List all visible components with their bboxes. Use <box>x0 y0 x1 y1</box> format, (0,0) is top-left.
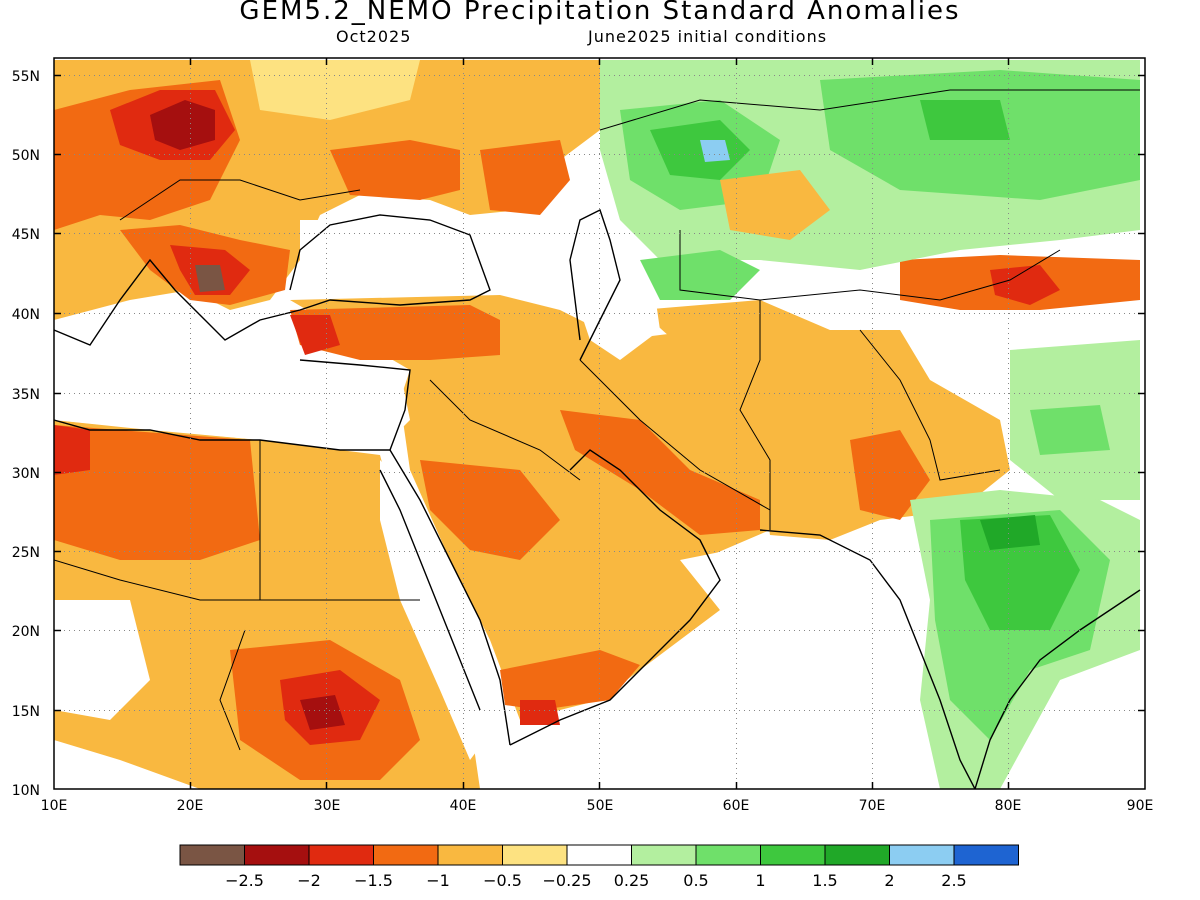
lon-label: 40E <box>450 798 477 814</box>
lat-label: 50N <box>12 148 40 164</box>
latitude-labels: 55N 50N 45N 40N 35N 30N 25N 20N 15N 10N <box>12 69 40 799</box>
sahel-white <box>54 600 150 720</box>
coastlines <box>54 209 1141 789</box>
legend-label: −0.5 <box>483 871 522 890</box>
russia-yellow <box>250 60 420 120</box>
legend-swatch <box>566 844 632 866</box>
lat-label: 25N <box>12 545 40 561</box>
lat-label: 30N <box>12 466 40 482</box>
gridlines <box>54 58 1145 789</box>
kazakhstan-strong-wet <box>650 120 750 180</box>
legend-label: 2.5 <box>941 871 966 890</box>
legend-label: −1.5 <box>354 871 393 890</box>
legend-swatch <box>824 844 890 866</box>
turkey-strong-dry <box>290 305 500 360</box>
libya-very-dry <box>54 425 90 475</box>
color-legend <box>179 844 1019 866</box>
legend-swatch <box>179 844 245 866</box>
tibet-strong-wet <box>1030 405 1110 455</box>
uzbek-wet <box>640 250 760 300</box>
forecast-month: Oct2025 <box>336 27 412 46</box>
pakistan-strong-dry <box>850 430 930 520</box>
lon-label: 70E <box>859 798 886 814</box>
legend-label: −0.25 <box>542 871 591 890</box>
legend-swatch <box>373 844 439 866</box>
ukraine-dry <box>330 140 460 200</box>
caspian-white <box>560 200 660 360</box>
lat-label: 20N <box>12 624 40 640</box>
arabian-sea-white <box>680 540 950 789</box>
india-extreme-wet <box>980 515 1040 550</box>
legend-label: 0.25 <box>614 871 650 890</box>
lon-label: 90E <box>1127 798 1154 814</box>
lat-label: 15N <box>12 704 40 720</box>
legend-label: 0.5 <box>683 871 708 890</box>
legend-swatch <box>308 844 374 866</box>
legend-labels: −2.5 −2 −1.5 −1 −0.5 −0.25 0.25 0.5 1 1.5 2 2.5 <box>225 871 967 890</box>
legend-swatch <box>437 844 503 866</box>
lon-label: 50E <box>587 798 614 814</box>
steppe-dry-patch <box>720 170 830 240</box>
mongolia-strong-wet <box>920 100 1010 140</box>
yemen-very-dry <box>520 700 560 725</box>
turkey-very-dry <box>290 315 340 355</box>
legend-label: 1.5 <box>812 871 837 890</box>
legend-label: 1 <box>755 871 765 890</box>
legend-label: −1 <box>426 871 450 890</box>
legend-swatch <box>889 844 955 866</box>
initial-conditions: June2025 initial conditions <box>588 27 828 46</box>
lat-label: 40N <box>12 307 40 323</box>
axis-ticks <box>54 58 1145 789</box>
legend-label: −2.5 <box>225 871 264 890</box>
anomaly-field <box>54 58 1145 789</box>
legend-swatch <box>502 844 568 866</box>
arabia-strong-dry <box>420 460 560 560</box>
lat-label: 45N <box>12 227 40 243</box>
lon-label: 60E <box>723 798 750 814</box>
legend-swatch <box>244 844 310 866</box>
mediterranean-white <box>54 320 410 450</box>
lon-label: 30E <box>314 798 341 814</box>
poland-extreme-dry <box>150 100 215 150</box>
balkans-extreme-dry <box>195 265 225 292</box>
caspian-dry <box>480 140 570 215</box>
kazakhstan-very-wet <box>700 140 730 162</box>
lat-label: 55N <box>12 69 40 85</box>
longitude-labels: 10E 20E 30E 40E 50E 60E 70E 80E 90E <box>41 798 1154 814</box>
legend-label: −2 <box>297 871 321 890</box>
kyrgyz-very-dry <box>990 265 1060 305</box>
lat-label: 10N <box>12 783 40 799</box>
libya-strong-dry <box>54 425 260 560</box>
lon-label: 10E <box>41 798 68 814</box>
legend-swatch <box>953 844 1019 866</box>
legend-swatch <box>760 844 826 866</box>
legend-swatch <box>631 844 697 866</box>
lon-label: 20E <box>177 798 204 814</box>
legend-label: 2 <box>884 871 894 890</box>
lat-label: 35N <box>12 387 40 403</box>
legend-swatch <box>695 844 761 866</box>
sudan-extreme-dry <box>300 695 345 730</box>
map-title: GEM5.2_NEMO Precipitation Standard Anoma… <box>239 0 961 26</box>
lon-label: 80E <box>995 798 1022 814</box>
yemen-strong-dry <box>500 650 640 710</box>
black-sea-white <box>300 220 500 295</box>
borders <box>54 89 1140 751</box>
